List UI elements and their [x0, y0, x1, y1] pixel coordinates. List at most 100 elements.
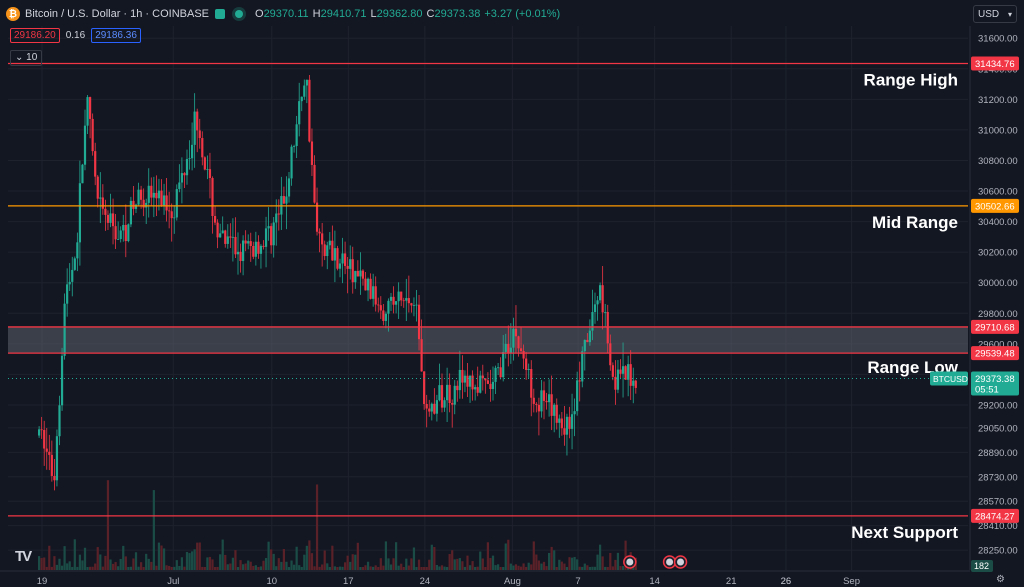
- candle-body: [415, 304, 418, 306]
- indicators-toggle[interactable]: ⌄ 10: [10, 50, 43, 66]
- price-axis-tick: 28250.00: [978, 546, 1018, 557]
- candle-body: [565, 416, 569, 435]
- ohlc-low: L29362.80: [370, 8, 423, 20]
- volume-bar: [609, 552, 612, 570]
- price-axis-tick: 31000.00: [978, 125, 1018, 136]
- volume-bar: [397, 565, 400, 570]
- volume-bar: [428, 559, 431, 570]
- volume-bar: [535, 554, 538, 570]
- time-axis-tick: 26: [781, 576, 792, 587]
- candle-body: [525, 358, 528, 370]
- candle-body: [514, 328, 518, 337]
- price-axis-tick: 29600.00: [978, 339, 1018, 350]
- candle-body: [298, 101, 301, 125]
- candle-body: [509, 347, 512, 354]
- volume-bar: [55, 564, 59, 570]
- candle-body: [504, 343, 507, 352]
- candle-body: [201, 138, 204, 158]
- time-axis-tick: 10: [266, 576, 277, 587]
- volume-bar: [60, 565, 64, 570]
- volume-bar: [581, 566, 584, 570]
- volume-bar: [331, 545, 334, 570]
- volume-bar: [43, 557, 46, 570]
- volume-bar: [514, 564, 518, 570]
- volume-bar: [583, 563, 586, 570]
- candle-body: [295, 124, 298, 146]
- candle-body: [359, 270, 362, 277]
- price-axis-tick: 30600.00: [978, 187, 1018, 198]
- volume-bar: [295, 546, 298, 570]
- volume-bar: [127, 566, 130, 570]
- candle-body: [178, 182, 181, 190]
- volume-bar: [106, 480, 110, 570]
- candle-body: [275, 213, 278, 223]
- candle-body: [60, 355, 64, 406]
- level-price-tag: 29710.68: [971, 319, 1019, 334]
- volume-bar: [68, 561, 71, 570]
- volume-bar: [236, 566, 240, 570]
- volume-bar: [512, 565, 515, 570]
- candle-body: [344, 253, 347, 266]
- candle-body: [267, 226, 270, 229]
- candle-body: [242, 240, 245, 262]
- volume-bar: [234, 550, 237, 570]
- candle-body: [310, 141, 314, 165]
- volume-bar: [463, 566, 467, 570]
- volume-bar: [338, 566, 342, 570]
- candle-body: [147, 185, 150, 203]
- candle-body: [601, 285, 604, 313]
- volume-bar: [599, 544, 602, 570]
- candle-body: [321, 233, 324, 245]
- candle-body: [152, 192, 155, 198]
- ohlc-high: H29410.71: [312, 8, 367, 20]
- candle-body: [366, 278, 370, 291]
- candle-body: [48, 451, 51, 455]
- candle-body: [535, 403, 538, 405]
- volume-bar: [221, 539, 224, 570]
- volume-bar: [219, 554, 222, 570]
- settings-gear-icon[interactable]: ⚙: [996, 574, 1005, 585]
- candle-body: [234, 236, 237, 255]
- candle-body: [211, 178, 214, 216]
- volume-bar: [213, 566, 217, 570]
- currency-selector[interactable]: USD ▾: [973, 5, 1017, 23]
- candle-body: [440, 385, 444, 408]
- candle-body: [282, 196, 285, 204]
- candle-body: [634, 380, 637, 388]
- candle-body: [558, 418, 561, 423]
- candle-body: [476, 387, 479, 393]
- candle-body: [336, 248, 339, 269]
- volume-bar: [305, 545, 308, 570]
- candle-body: [542, 390, 546, 401]
- candle-body: [66, 284, 69, 304]
- candle-body: [229, 236, 232, 238]
- candle-body: [183, 173, 186, 176]
- price-axis-tick: 30800.00: [978, 156, 1018, 167]
- volume-bar: [211, 559, 214, 570]
- economic-event-icon: [673, 555, 688, 569]
- volume-bar: [474, 566, 477, 570]
- candle-body: [328, 240, 331, 246]
- sell-price-button[interactable]: 29186.20: [10, 28, 60, 43]
- level-price-tag-bg: [971, 508, 1019, 523]
- candle-body: [252, 245, 255, 257]
- currency-label: USD: [978, 9, 1000, 20]
- buy-price-button[interactable]: 29186.36: [91, 28, 141, 43]
- volume-bar: [400, 563, 403, 570]
- volume-bar: [252, 565, 255, 570]
- volume-bar: [201, 566, 204, 570]
- time-axis-tick: 26: [781, 576, 792, 587]
- volume-bar: [132, 558, 135, 570]
- volume-bar: [392, 558, 395, 570]
- candle-body: [165, 195, 168, 211]
- volume-bar: [558, 559, 561, 570]
- candle-body: [609, 343, 612, 366]
- candle-body: [157, 190, 161, 199]
- candle-body: [412, 305, 416, 306]
- volume-bar: [402, 566, 405, 570]
- candle-body: [384, 313, 387, 321]
- symbol-title[interactable]: Bitcoin / U.S. Dollar · 1h · COINBASE: [25, 8, 209, 20]
- volume-bar: [412, 547, 416, 570]
- volume-bar: [272, 553, 275, 570]
